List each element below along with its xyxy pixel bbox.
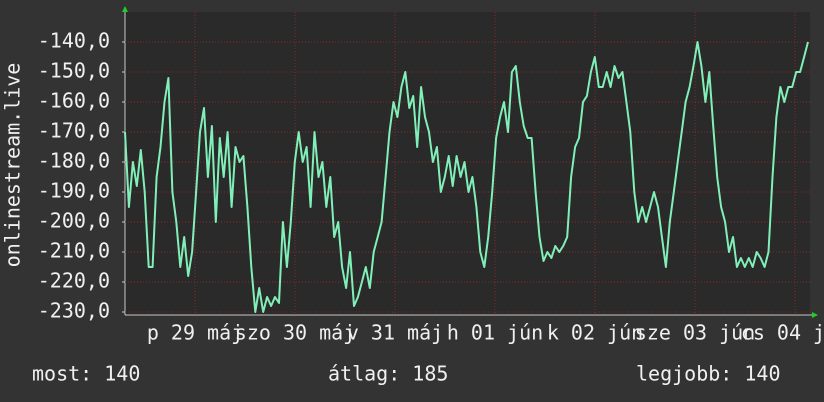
y-arrow [122,6,128,12]
x-arrow [812,312,818,318]
y-tick-label: -190,0 [38,179,110,203]
x-tick-label: k 02 jún [547,321,643,345]
legend-current: most: 140 [32,362,140,386]
y-tick-label: -180,0 [38,149,110,173]
y-tick-label: -200,0 [38,209,110,233]
y-tick-label: -230,0 [38,299,110,323]
y-tick-label: -140,0 [38,29,110,53]
legend-average: átlag: 185 [328,362,448,386]
legend-max: legjobb: 140 [636,362,781,386]
y-tick-label: -220,0 [38,269,110,293]
y-axis-title: onlinestream.live [1,63,25,268]
x-tick-label: szo 30 máj [235,321,355,345]
x-tick-label: sze 03 jún [635,321,755,345]
y-tick-label: -170,0 [38,119,110,143]
x-tick-label: cs 04 jún [741,321,824,345]
series-line [124,41,809,313]
x-tick-label: p 29 máj [147,321,243,345]
plot-area [125,12,810,315]
x-tick-label: h 01 jún [447,321,543,345]
y-tick-label: -150,0 [38,59,110,83]
y-tick-label: -160,0 [38,89,110,113]
x-tick-label: v 31 máj [347,321,443,345]
y-tick-label: -210,0 [38,239,110,263]
